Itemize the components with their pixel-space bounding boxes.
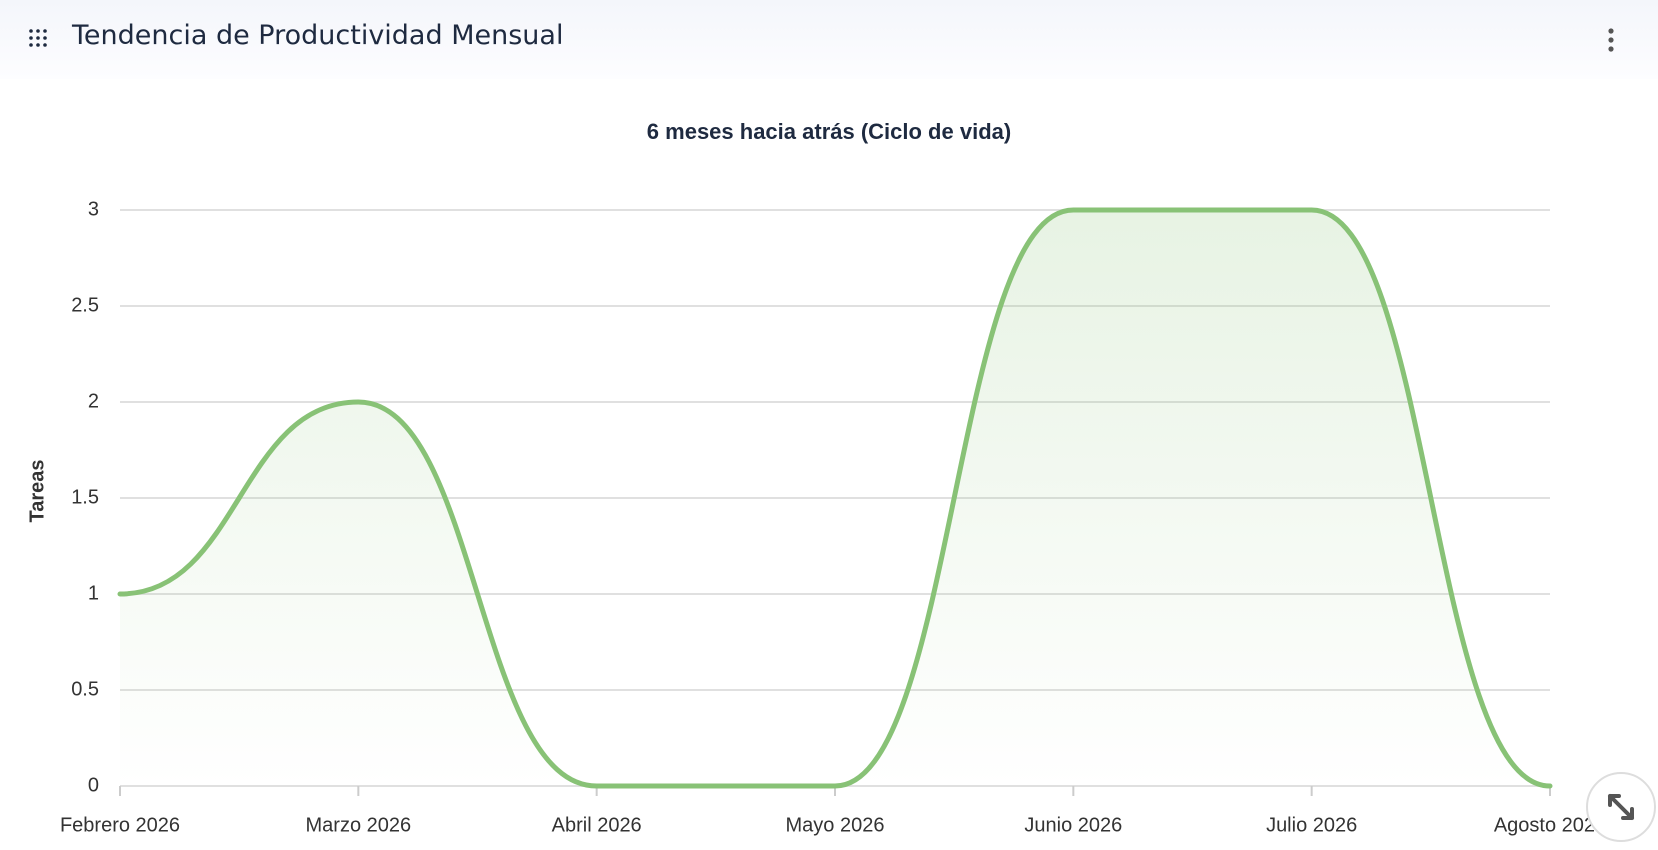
x-tick-label: Agosto 2026 bbox=[1494, 814, 1606, 836]
x-tick-label: Febrero 2026 bbox=[60, 814, 180, 836]
line bbox=[117, 207, 1553, 789]
y-tick-label: 3 bbox=[88, 198, 99, 220]
x-tick-label: Junio 2026 bbox=[1024, 814, 1122, 836]
area bbox=[120, 210, 1550, 786]
header: Tendencia de Productividad Mensual bbox=[0, 0, 1658, 79]
y-tick-label: 1 bbox=[88, 582, 99, 604]
x-tick-label: Marzo 2026 bbox=[306, 814, 412, 836]
header-title: Tendencia de Productividad Mensual bbox=[72, 20, 564, 51]
x-tick-label: Abril 2026 bbox=[552, 814, 642, 836]
x-tick-label: Mayo 2026 bbox=[786, 814, 885, 836]
y-tick-label: 0.5 bbox=[71, 678, 99, 700]
chart: 6 meses hacia atrás (Ciclo de vida) Tare… bbox=[26, 119, 1656, 842]
y-axis-label: Tareas bbox=[26, 459, 48, 522]
y-tick-label: 2 bbox=[88, 390, 99, 412]
drag-handle[interactable] bbox=[29, 29, 49, 49]
y-tick-label: 0 bbox=[88, 774, 99, 796]
y-tick-label: 2.5 bbox=[71, 294, 99, 316]
expand-button[interactable] bbox=[1586, 772, 1656, 842]
chart-title: 6 meses hacia atrás (Ciclo de vida) bbox=[647, 119, 1011, 144]
x-tick-label: Julio 2026 bbox=[1266, 814, 1357, 836]
y-tick-label: 1.5 bbox=[71, 486, 99, 508]
menu-button[interactable] bbox=[1605, 27, 1617, 53]
